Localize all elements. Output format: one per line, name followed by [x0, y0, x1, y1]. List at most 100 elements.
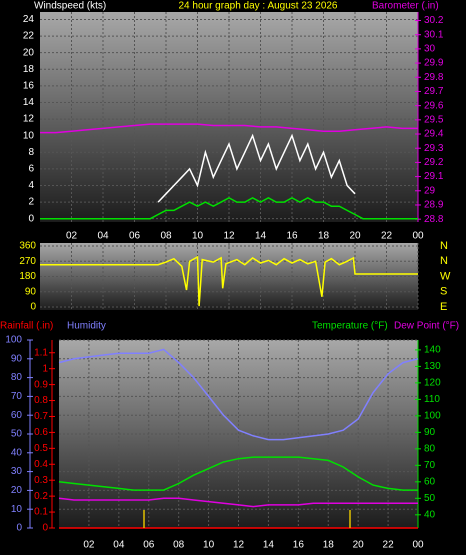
y3-tick-label: 0.6: [34, 427, 48, 438]
compass-label: E: [440, 301, 447, 313]
compass-label: N: [440, 240, 448, 252]
y3-tick-label: 0.8: [34, 395, 48, 406]
y2-tick-label: 29.7: [424, 86, 444, 97]
y-tick-label: 12: [23, 114, 35, 125]
y-tick-label: 16: [23, 81, 35, 92]
y3-tick-label: 0.5: [34, 443, 48, 454]
y3-tick-label: 0.7: [34, 411, 48, 422]
wind-axis-label: Windspeed (kts): [34, 1, 106, 12]
x-tick-label: 10: [203, 540, 215, 551]
y2-tick-label: 60: [424, 476, 436, 487]
y2-tick-label: 29.8: [424, 72, 444, 83]
rain-axis-label: Rainfall (.in): [0, 321, 53, 332]
y2-tick-label: 28.8: [424, 214, 444, 225]
y2-tick-label: 140: [424, 345, 441, 356]
series-line: [157, 133, 356, 203]
x-tick-label: 00: [412, 540, 424, 551]
y2-tick-label: 90: [424, 427, 436, 438]
y2-tick-label: 29.9: [424, 58, 444, 69]
series-line: [58, 456, 418, 491]
x-tick-label: 04: [113, 540, 125, 551]
x-tick-label: 20: [353, 540, 365, 551]
y2-tick-label: 30: [424, 44, 436, 55]
chart-title: 24 hour graph day : August 23 2026: [178, 1, 337, 12]
x-tick-label: 06: [143, 540, 155, 551]
compass-label: W: [440, 270, 451, 282]
y-tick-label: 20: [11, 485, 23, 496]
y-tick-label: 30: [11, 466, 23, 477]
x-tick-label: 18: [318, 231, 330, 242]
series-line: [40, 255, 418, 307]
y-tick-label: 22: [23, 31, 35, 42]
y2-tick-label: 29.5: [424, 114, 444, 125]
compass-label: N: [440, 255, 448, 267]
x-tick-label: 14: [255, 231, 267, 242]
y-tick-label: 360: [19, 241, 36, 252]
series-line: [58, 348, 419, 441]
y-tick-label: 70: [11, 391, 23, 402]
y2-tick-label: 29.2: [424, 157, 444, 168]
series-line: [40, 197, 418, 220]
y2-tick-label: 120: [424, 378, 441, 389]
y-tick-label: 10: [11, 504, 23, 515]
y-tick-label: 20: [23, 47, 35, 58]
y3-tick-label: 0.9: [34, 379, 48, 390]
x-tick-label: 06: [129, 231, 141, 242]
y2-tick-label: 28.9: [424, 200, 444, 211]
x-tick-label: 02: [66, 231, 78, 242]
x-tick-label: 16: [286, 231, 298, 242]
y2-tick-label: 50: [424, 493, 436, 504]
y-tick-label: 40: [11, 447, 23, 458]
y3-tick-label: 0.3: [34, 475, 48, 486]
y2-tick-label: 30.1: [424, 29, 444, 40]
y-tick-label: 80: [11, 372, 23, 383]
y-tick-label: 24: [23, 14, 35, 25]
y-tick-label: 270: [19, 256, 36, 267]
y-tick-label: 10: [23, 130, 35, 141]
y-tick-label: 4: [28, 180, 34, 191]
y2-tick-label: 130: [424, 361, 441, 372]
x-tick-label: 08: [173, 540, 185, 551]
y-tick-label: 8: [28, 147, 34, 158]
y-tick-label: 0: [16, 523, 22, 534]
y3-tick-label: 1: [42, 363, 48, 374]
y-tick-label: 90: [25, 286, 37, 297]
y-tick-label: 14: [23, 97, 35, 108]
y2-tick-label: 30.2: [424, 15, 444, 26]
series-line: [40, 123, 418, 134]
x-tick-label: 14: [263, 540, 275, 551]
x-tick-label: 22: [381, 231, 393, 242]
y3-tick-label: 0.2: [34, 491, 48, 502]
x-tick-label: 22: [383, 540, 395, 551]
compass-label: S: [440, 286, 447, 298]
y2-tick-label: 29.6: [424, 100, 444, 111]
x-tick-label: 20: [349, 231, 361, 242]
y3-tick-label: 0.1: [34, 507, 48, 518]
x-tick-label: 02: [83, 540, 95, 551]
x-tick-label: 04: [97, 231, 109, 242]
y-tick-label: 100: [5, 335, 22, 346]
y2-tick-label: 70: [424, 460, 436, 471]
y2-tick-label: 110: [424, 394, 440, 405]
x-tick-label: 10: [192, 231, 204, 242]
y2-tick-label: 40: [424, 509, 436, 520]
y2-tick-label: 80: [424, 443, 436, 454]
y-tick-label: 0: [28, 213, 34, 224]
y-tick-label: 180: [19, 271, 36, 282]
y2-tick-label: 100: [424, 411, 441, 422]
temperature-axis-label: Temperature (°F): [312, 321, 388, 332]
y2-tick-label: 29: [424, 185, 436, 196]
y-tick-label: 2: [28, 197, 34, 208]
y2-tick-label: 29.3: [424, 143, 444, 154]
y-tick-label: 60: [11, 410, 23, 421]
y3-tick-label: 0: [42, 523, 48, 534]
barometer-axis-label: Barometer (.in): [372, 1, 439, 12]
y-tick-label: 50: [11, 429, 23, 440]
y-tick-label: 90: [11, 353, 23, 364]
y-tick-label: 18: [23, 64, 35, 75]
dewpoint-axis-label: Dew Point (°F): [394, 321, 459, 332]
x-tick-label: 12: [223, 231, 235, 242]
y-tick-label: 6: [28, 164, 34, 175]
y3-tick-label: 0.4: [34, 459, 48, 470]
